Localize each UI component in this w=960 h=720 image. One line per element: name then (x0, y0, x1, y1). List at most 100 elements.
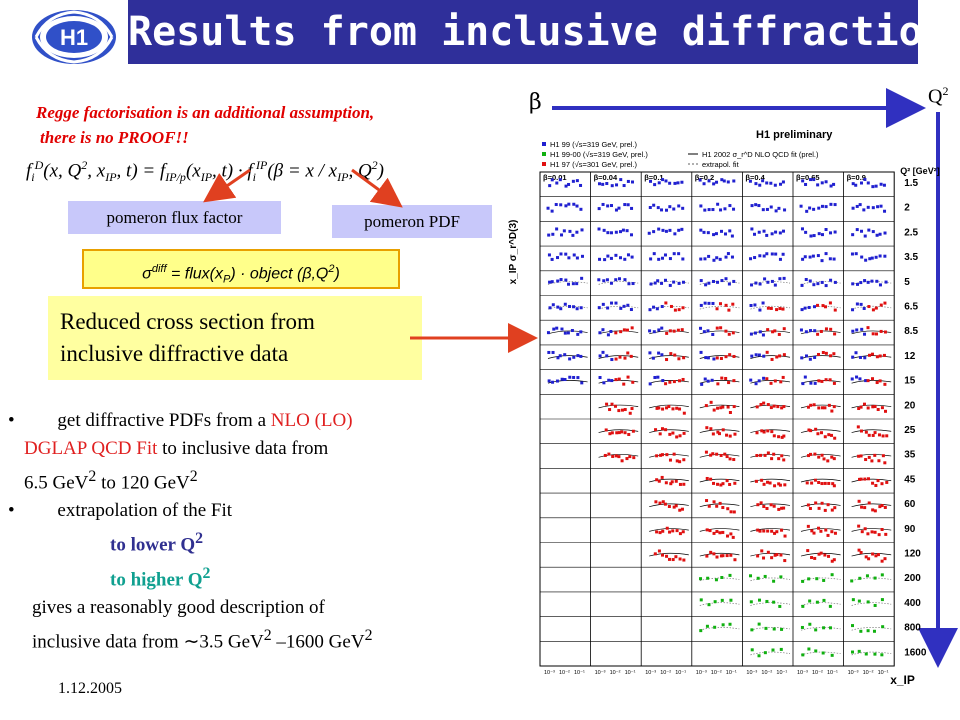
data-point (880, 504, 884, 508)
data-point (803, 255, 807, 259)
date: 1.12.2005 (58, 680, 122, 697)
data-point (765, 207, 769, 211)
higher-q2-sup: 2 (202, 564, 211, 582)
data-point (814, 628, 818, 632)
data-point (766, 403, 770, 407)
data-point (770, 457, 774, 461)
data-point (714, 578, 718, 582)
data-point (611, 454, 615, 458)
data-point (824, 205, 828, 209)
data-point (622, 382, 626, 386)
data-point (669, 482, 673, 486)
fit-curve (699, 305, 740, 310)
data-point (762, 401, 766, 405)
fit-curve (699, 627, 740, 631)
fit-curve (699, 602, 740, 606)
x-tick-label: 10⁻³ (645, 670, 656, 676)
gives-line-2: inclusive data from ∼3.5 GeV2 –1600 GeV2 (8, 622, 518, 656)
data-point (672, 505, 676, 509)
data-point (863, 527, 867, 531)
data-point (870, 352, 874, 356)
fit-curve (851, 404, 892, 409)
data-point (671, 558, 675, 562)
data-point (754, 203, 758, 207)
data-point (660, 353, 664, 357)
x-tick-label: 10⁻² (660, 670, 671, 676)
data-point (720, 279, 724, 283)
data-point (850, 377, 854, 381)
data-point (816, 432, 820, 436)
data-point (551, 303, 555, 307)
fit-curve (699, 552, 740, 557)
x-axis-label: x_IP (890, 673, 915, 687)
fit-curve (699, 404, 740, 409)
data-point (885, 434, 889, 438)
data-point (678, 434, 682, 438)
data-point (757, 654, 761, 658)
data-point (804, 182, 808, 186)
data-point (718, 257, 722, 261)
fit-curve (649, 380, 689, 384)
data-point (653, 281, 657, 285)
data-point (816, 303, 820, 307)
data-point (661, 178, 665, 182)
data-point (830, 530, 834, 534)
data-point (733, 558, 737, 562)
data-point (866, 181, 870, 185)
data-point (677, 228, 681, 232)
data-point (872, 629, 876, 633)
data-point (614, 230, 618, 234)
data-point (866, 532, 870, 536)
x-tick-label: 10⁻² (812, 670, 823, 676)
data-point (725, 455, 729, 459)
data-point (703, 208, 707, 212)
factorisation-formula: fiD(x, Q2, xIP, t) = fIP/p(xIP, t) · fiI… (26, 158, 384, 185)
data-point (812, 234, 816, 238)
data-point (883, 301, 887, 305)
q2-row-label: 3.5 (904, 252, 918, 263)
data-point (765, 506, 769, 510)
data-point (780, 454, 784, 458)
data-point (603, 453, 607, 457)
data-point (715, 180, 719, 184)
data-point (719, 453, 723, 457)
data-point (859, 429, 863, 433)
data-point (879, 204, 883, 208)
data-point (726, 405, 730, 409)
data-point (783, 208, 787, 212)
data-point (604, 428, 608, 432)
data-point (707, 179, 711, 183)
data-point (809, 178, 813, 182)
data-point (579, 354, 583, 358)
data-point (729, 510, 733, 514)
x-tick-label: 10⁻¹ (776, 670, 787, 676)
data-point (824, 252, 828, 256)
data-point (776, 405, 780, 409)
data-point (851, 233, 855, 237)
data-point (885, 480, 889, 484)
data-point (597, 227, 601, 231)
legend-entry: H1 99 (√s=319 GeV, prel.) (550, 140, 638, 149)
data-point (606, 231, 610, 235)
data-point (876, 553, 880, 557)
data-point (866, 600, 870, 604)
data-point (832, 457, 836, 461)
gives-sup: 2 (263, 626, 272, 644)
data-point (863, 177, 867, 181)
reduced-line-2: inclusive diffractive data (60, 341, 289, 366)
gives-dash: –1600 GeV (271, 631, 365, 653)
data-point (824, 228, 828, 232)
data-point (711, 332, 715, 336)
data-point (807, 454, 811, 458)
data-point (772, 404, 776, 408)
data-point (774, 209, 778, 213)
data-point (724, 232, 728, 236)
data-point (749, 304, 753, 308)
data-point (805, 209, 809, 213)
data-point (703, 301, 707, 305)
data-point (699, 598, 703, 602)
data-point (833, 506, 837, 510)
data-point (871, 405, 875, 409)
data-point (874, 255, 878, 259)
data-point (770, 232, 774, 236)
